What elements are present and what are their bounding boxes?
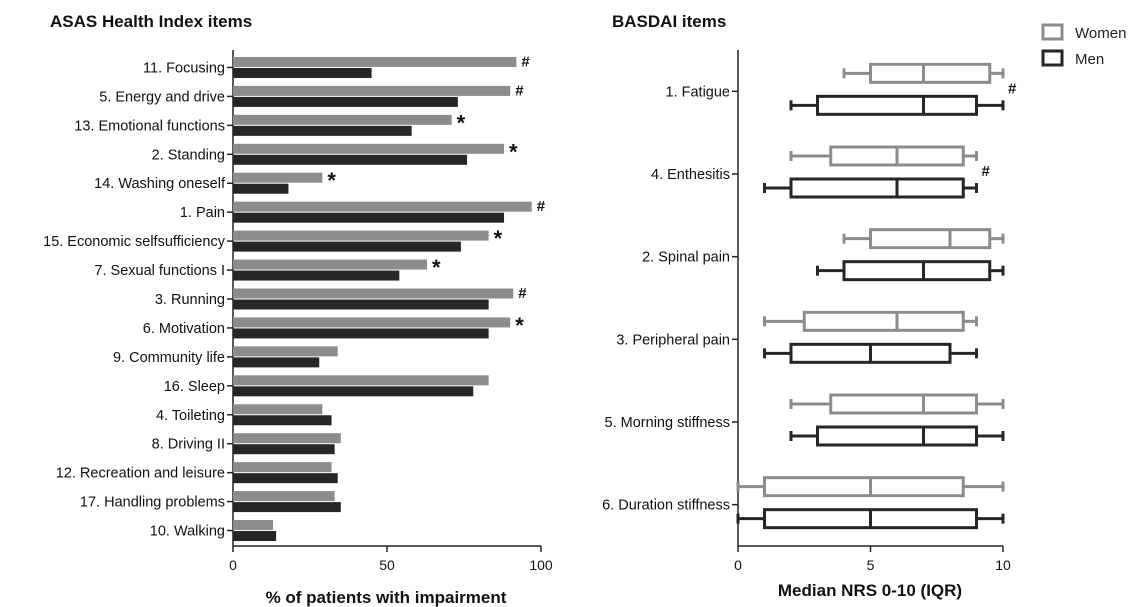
significance-marker: # [1008,80,1017,97]
bar-men-12-recreation-and-leisure [233,473,338,484]
category-label-12-recreation-and-leisure: 12. Recreation and leisure [56,466,225,482]
significance-marker: * [432,255,441,280]
category-label-16-sleep: 16. Sleep [164,379,225,395]
bar-women-15-economic-selfsufficiency [233,230,489,241]
category-label-7-sexual-functions-i: 7. Sexual functions I [94,263,225,279]
bar-women-1-pain [233,201,532,212]
left-chart-title: ASAS Health Index items [50,12,252,31]
bar-women-14-washing-oneself [233,172,323,183]
category-label-17-handling-problems: 17. Handling problems [80,495,225,511]
category-label-3-running: 3. Running [155,292,225,308]
category-label-6-motivation: 6. Motivation [143,321,225,337]
legend: Women Men [1041,23,1126,68]
legend-label-men: Men [1075,51,1104,68]
bar-men-16-sleep [233,386,474,397]
bar-men-17-handling-problems [233,502,341,513]
right-x-tick-label: 5 [867,557,875,573]
category-label-6-duration-stiffness: 6. Duration stiffness [602,498,730,514]
category-label-10-walking: 10. Walking [150,524,225,540]
category-label-13-emotional-functions: 13. Emotional functions [74,118,225,134]
significance-marker: # [521,53,530,70]
legend-swatch-men [1041,49,1064,67]
bar-women-9-community-life [233,346,338,357]
box-men-1-fatigue [816,94,978,116]
box-women-1-fatigue [869,62,992,84]
bar-women-8-driving-ii [233,433,341,444]
right-chart-xlabel: Median NRS 0-10 (IQR) [778,581,962,600]
bar-men-15-economic-selfsufficiency [233,241,461,252]
significance-marker: * [494,226,503,251]
significance-marker: * [509,139,518,164]
left-x-tick-label: 0 [229,557,237,573]
bar-women-2-standing [233,143,505,154]
bar-women-16-sleep [233,375,489,386]
bar-men-6-motivation [233,328,489,339]
left-x-tick-label: 50 [379,557,395,573]
bar-women-3-running [233,288,514,299]
left-x-tick-label: 100 [529,557,553,573]
bar-women-12-recreation-and-leisure [233,462,332,473]
bar-men-8-driving-ii [233,444,335,455]
box-women-2-spinal-pain [869,228,992,250]
bar-men-14-washing-oneself [233,183,289,194]
category-label-8-driving-ii: 8. Driving II [152,437,225,453]
category-label-2-spinal-pain: 2. Spinal pain [642,250,730,266]
box-men-5-morning-stiffness [816,425,978,447]
significance-marker: # [518,285,527,302]
left-chart-xlabel: % of patients with impairment [266,588,507,607]
box-women-5-morning-stiffness [829,393,978,415]
box-women-3-peripheral-pain [802,310,965,332]
bar-women-17-handling-problems [233,491,335,502]
box-men-4-enthesitis [789,177,965,199]
significance-marker: * [327,168,336,193]
bar-women-5-energy-and-drive [233,85,511,96]
right-chart-title: BASDAI items [612,12,726,31]
category-label-11-focusing: 11. Focusing [143,60,225,76]
category-label-1-pain: 1. Pain [180,205,225,221]
significance-marker: # [982,163,991,180]
bar-men-13-emotional-functions [233,125,412,136]
left-bar-chart: 0 50 100 11. Focusing #5. Energy and drive #1… [43,50,553,573]
category-label-14-washing-oneself: 14. Washing oneself [94,176,226,192]
bar-men-11-focusing [233,67,372,78]
right-x-tick-label: 10 [995,557,1011,573]
bar-men-1-pain [233,212,505,223]
right-x-tick-label: 0 [734,557,742,573]
category-label-9-community-life: 9. Community life [113,350,225,366]
category-label-2-standing: 2. Standing [152,147,225,163]
category-label-4-enthesitis: 4. Enthesitis [651,167,730,183]
bar-men-9-community-life [233,357,320,368]
legend-swatch-women [1041,23,1064,41]
bar-women-4-toileting [233,404,323,415]
bar-men-10-walking [233,531,277,542]
significance-marker: # [537,198,546,215]
category-label-5-morning-stiffness: 5. Morning stiffness [605,415,730,431]
right-box-chart: 0 5 10 1. Fatigue #4. Enthesitis #2. Spinal p… [602,50,1017,573]
category-label-5-energy-and-drive: 5. Energy and drive [99,89,225,105]
bar-women-7-sexual-functions-i [233,259,428,270]
significance-marker: # [515,82,524,99]
bar-women-13-emotional-functions [233,114,452,125]
bar-women-11-focusing [233,56,517,67]
category-label-1-fatigue: 1. Fatigue [666,84,731,100]
bar-men-4-toileting [233,415,332,426]
significance-marker: * [457,110,466,135]
category-label-3-peripheral-pain: 3. Peripheral pain [616,332,730,348]
legend-label-women: Women [1075,25,1126,42]
box-women-6-duration-stiffness [763,476,965,498]
bar-men-5-energy-and-drive [233,96,458,107]
category-label-4-toileting: 4. Toileting [156,408,225,424]
category-label-15-economic-selfsufficiency: 15. Economic selfsufficiency [43,234,226,250]
bar-men-2-standing [233,154,468,165]
bar-men-3-running [233,299,489,310]
significance-marker: * [515,313,524,338]
bar-women-10-walking [233,520,274,531]
box-men-2-spinal-pain [842,260,992,282]
bar-women-6-motivation [233,317,511,328]
bar-men-7-sexual-functions-i [233,270,400,281]
